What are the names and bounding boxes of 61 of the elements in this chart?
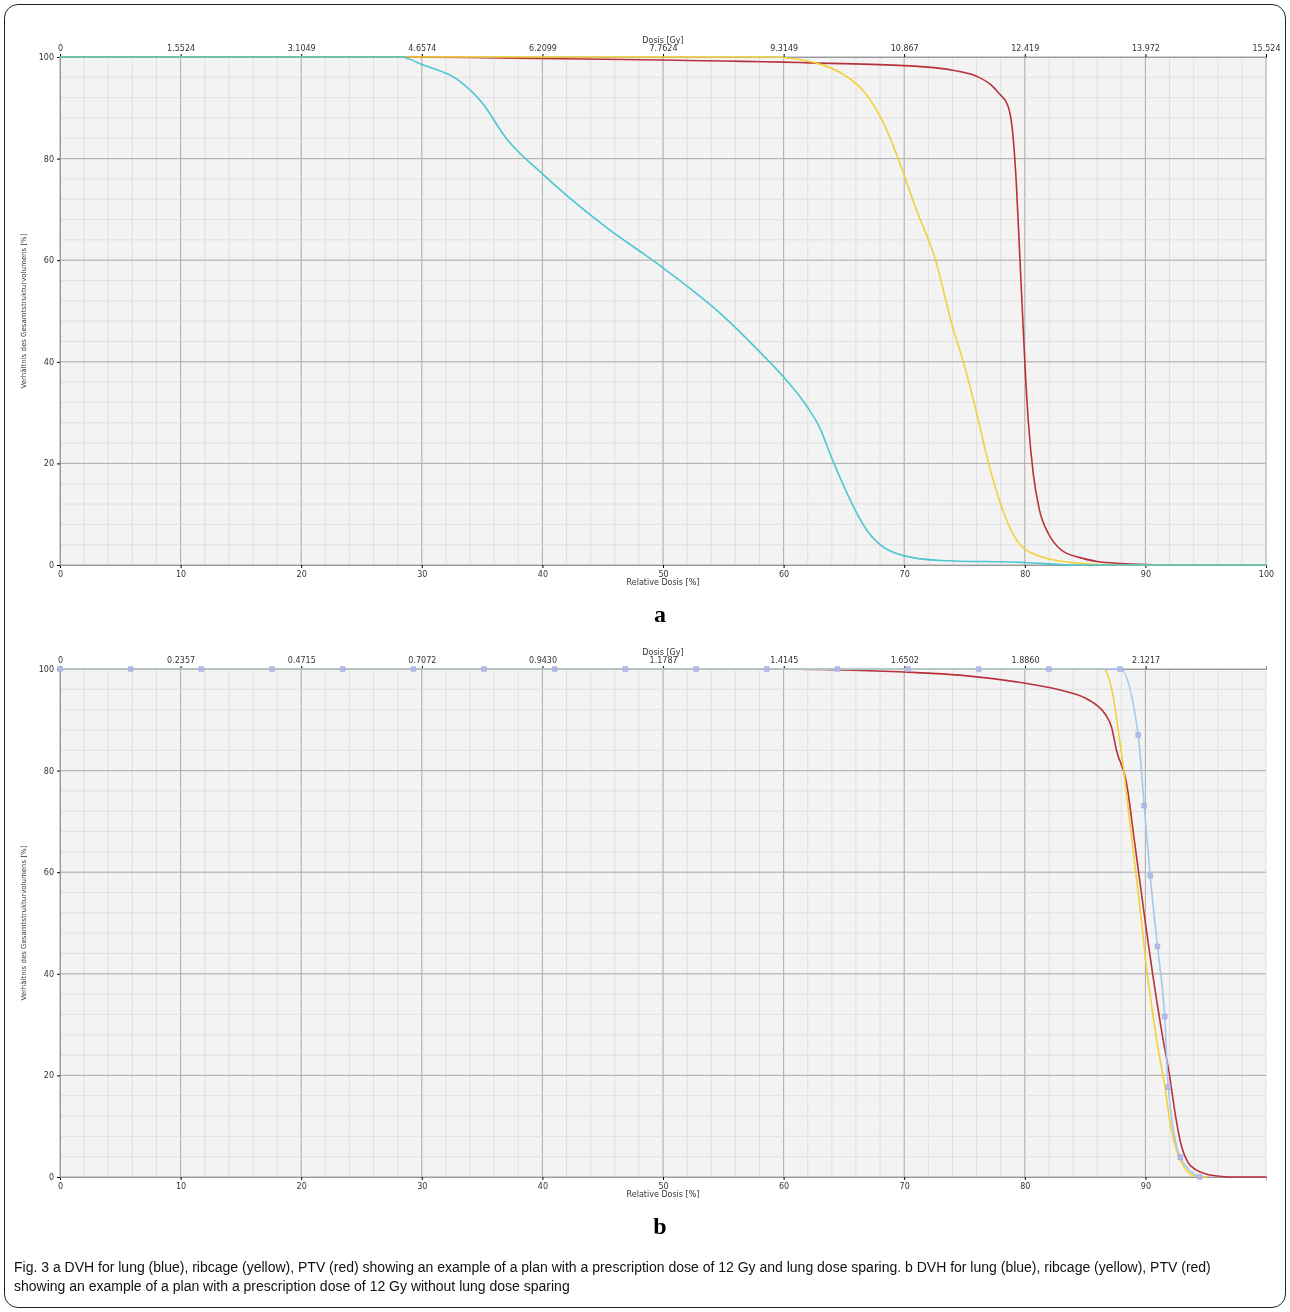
x-tick-label: 50 <box>658 1181 669 1191</box>
x-tick-label: 60 <box>779 1181 790 1191</box>
y-tick-label: 20 <box>43 1071 54 1081</box>
x2-tick-label: 1.4145 <box>770 656 799 665</box>
x2-tick-label: 7.7624 <box>649 44 678 53</box>
x-tick-label: 70 <box>899 569 910 579</box>
text: a <box>654 601 666 627</box>
x-tick-label: 70 <box>899 1181 910 1191</box>
x2-tick-label: 1.6502 <box>890 656 919 665</box>
text: b <box>653 1213 667 1239</box>
x-axis-title: Relative Dosis [%] <box>626 578 700 587</box>
y-tick-label: 20 <box>43 459 54 469</box>
caption: Fig. 3 a DVH for lung (blue), ribcage (yellow), PTV (red) showing an example of a plan with a prescription dose of 12 Gy and lung dose sparing. b DVH for lung (blue), ribcage (yellow), PTV (red) showing an example of a plan with a prescription dose of 12 Gy without lung dose sparing <box>14 1258 1212 1296</box>
y-tick-label: 40 <box>43 969 54 979</box>
x-tick-label: 100 <box>1258 569 1275 579</box>
x-tick-label: 80 <box>1020 1181 1031 1191</box>
x2-axis-title: Dosis [Gy] <box>642 648 684 657</box>
x-axis-title: Relative Dosis [%] <box>626 1190 700 1199</box>
x2-tick-label: 6.2099 <box>528 44 557 53</box>
x-tick-label: 90 <box>1140 1181 1151 1191</box>
x2-tick-label: 0 <box>57 44 64 53</box>
x2-tick-label: 1.8860 <box>1011 656 1040 665</box>
x-tick-label: 10 <box>176 1181 187 1191</box>
x2-tick-label: 15.524 <box>1252 44 1281 53</box>
y-tick-label: 100 <box>38 53 54 63</box>
y-tick-label: 60 <box>43 256 54 266</box>
x-tick-label: 60 <box>779 569 790 579</box>
y-tick-label: 0 <box>48 561 54 571</box>
x2-tick-label: 0.9430 <box>529 656 557 665</box>
x-tick-label: 20 <box>296 569 307 579</box>
x2-tick-label: 0.7072 <box>408 656 437 665</box>
y-tick-label: 0 <box>48 1173 54 1183</box>
x2-tick-label: 9.3149 <box>770 44 799 53</box>
y-tick-label: 40 <box>43 357 54 367</box>
x-tick-label: 40 <box>537 569 548 579</box>
x2-tick-label: 2.1217 <box>1132 656 1161 665</box>
y-tick-label: 100 <box>38 665 54 675</box>
x-tick-label: 10 <box>176 569 187 579</box>
y-tick-label: 80 <box>43 154 54 164</box>
x2-tick-label: 1.5524 <box>167 44 196 53</box>
y-tick-label: 60 <box>43 868 54 878</box>
x-tick-label: 0 <box>57 1181 64 1191</box>
x-tick-label: 30 <box>417 569 428 579</box>
x-tick-label: 80 <box>1020 569 1031 579</box>
x2-tick-label: 0 <box>57 656 64 665</box>
x2-tick-label: 10.867 <box>890 44 919 53</box>
x2-axis-title: Dosis [Gy] <box>642 36 684 45</box>
x2-tick-label: 12.419 <box>1011 44 1040 53</box>
x2-tick-label: 4.6574 <box>408 44 437 53</box>
x-tick-label: 20 <box>296 1181 307 1191</box>
x2-tick-label: 1.1787 <box>649 656 678 665</box>
x2-tick-label: 0.2357 <box>167 656 196 665</box>
x-tick-label: 50 <box>658 569 669 579</box>
x2-tick-label: 3.1049 <box>287 44 316 53</box>
x2-tick-label: 0.4715 <box>287 656 316 665</box>
x-tick-label: 30 <box>417 1181 428 1191</box>
x-tick-label: 90 <box>1140 569 1151 579</box>
x-tick-label: 40 <box>537 1181 548 1191</box>
x2-tick-label: 13.972 <box>1131 44 1160 53</box>
y-tick-label: 80 <box>43 766 54 776</box>
x-tick-label: 0 <box>57 569 64 579</box>
